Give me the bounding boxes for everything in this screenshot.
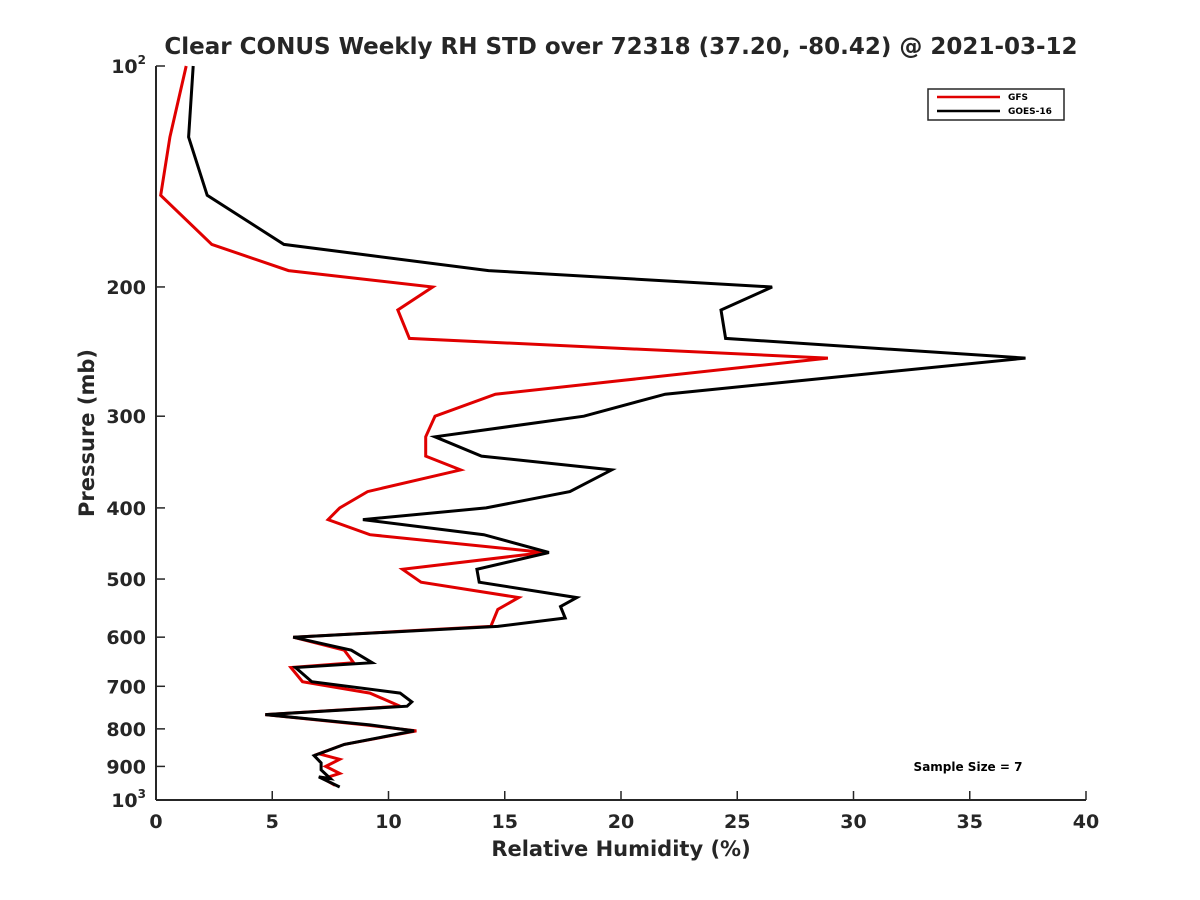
- x-tick-label: 20: [608, 811, 634, 833]
- chart-title: Clear CONUS Weekly RH STD over 72318 (37…: [164, 34, 1077, 60]
- x-tick-label: 40: [1073, 811, 1099, 833]
- y-tick-label: 500: [106, 569, 146, 591]
- y-tick-exponent: 2: [138, 53, 146, 67]
- y-tick-label: 600: [106, 627, 146, 649]
- x-axis-label: Relative Humidity (%): [491, 837, 750, 861]
- x-tick-label: 35: [957, 811, 983, 833]
- y-tick-label: 103: [111, 787, 146, 812]
- x-tick-label: 10: [375, 811, 401, 833]
- y-axis-label: Pressure (mb): [75, 349, 99, 517]
- y-tick-label: 200: [106, 277, 146, 299]
- series-line-gfs: [159, 65, 829, 787]
- x-tick-label: 0: [149, 811, 162, 833]
- y-tick-label: 300: [106, 406, 146, 428]
- series-layer: [159, 65, 1026, 789]
- x-tick-label: 5: [266, 811, 279, 833]
- x-ticks: 0 5 10 15 20 25 30 35 40: [149, 791, 1099, 833]
- x-tick-label: 30: [840, 811, 866, 833]
- legend-label-goes-16: GOES-16: [1008, 107, 1052, 117]
- y-ticks: 102 200 300 400 500 600 700 800 900 103: [106, 53, 165, 812]
- y-tick-label: 800: [106, 719, 146, 741]
- y-tick-label: 900: [106, 756, 146, 778]
- axes-frame: [155, 66, 1086, 801]
- series-line-goes-16: [187, 65, 1026, 789]
- sample-size-annotation: Sample Size = 7: [914, 760, 1023, 774]
- y-tick-exponent: 3: [138, 787, 146, 801]
- legend: GFS GOES-16: [927, 88, 1065, 121]
- legend-box: [927, 88, 1065, 121]
- x-tick-label: 15: [492, 811, 518, 833]
- legend-label-gfs: GFS: [1008, 93, 1028, 103]
- y-tick-label: 700: [106, 676, 146, 698]
- x-tick-label: 25: [724, 811, 750, 833]
- y-tick-label: 400: [106, 498, 146, 520]
- y-tick-label: 102: [111, 53, 146, 78]
